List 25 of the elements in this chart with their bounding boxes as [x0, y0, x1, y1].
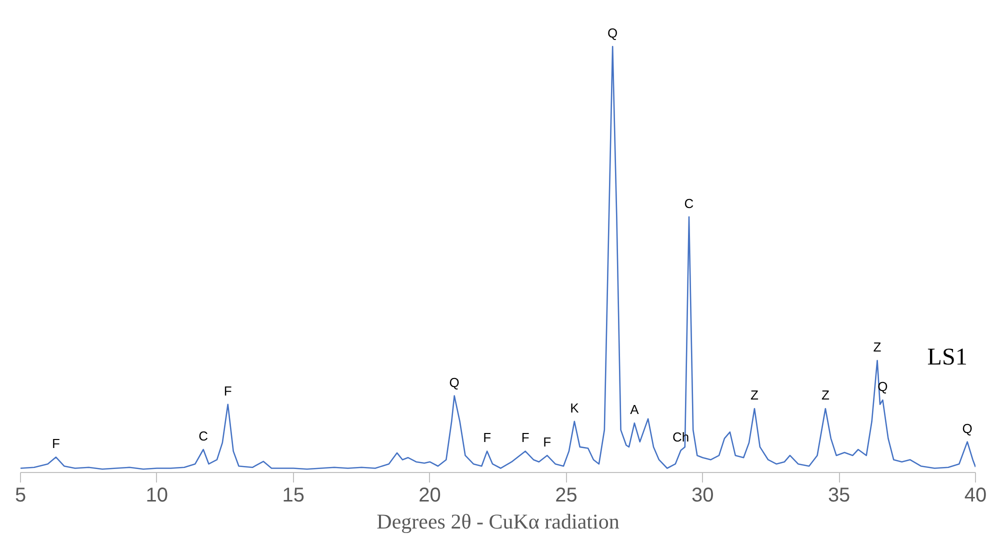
- annotation: A: [630, 402, 640, 418]
- x-tick-label: 5: [14, 484, 26, 506]
- annotation: C: [684, 196, 694, 211]
- annotation: F: [224, 383, 232, 398]
- x-tick-label: 40: [964, 484, 987, 506]
- annotation: F: [543, 434, 552, 450]
- x-tick-label: 35: [828, 484, 850, 506]
- annotation: F: [483, 430, 492, 446]
- x-tick-label: 30: [692, 484, 714, 506]
- annotation: Q: [962, 420, 972, 436]
- annotation: Z: [873, 339, 882, 354]
- x-tick-label: 10: [146, 484, 168, 506]
- x-axis-title: Degrees 2θ - CuKα radiation: [376, 510, 620, 534]
- x-tick-label: 15: [282, 484, 304, 506]
- x-tick-label: 20: [418, 484, 441, 506]
- annotation: Q: [449, 374, 460, 390]
- x-tick-label: 25: [555, 484, 578, 506]
- annotation: F: [521, 430, 530, 446]
- annotation: K: [570, 400, 580, 416]
- annotation: LS1: [927, 344, 968, 370]
- annotation: Z: [821, 388, 830, 403]
- annotation: Q: [608, 26, 618, 41]
- annotation: F: [52, 436, 60, 452]
- annotation: C: [198, 428, 208, 444]
- annotation: Z: [750, 388, 759, 403]
